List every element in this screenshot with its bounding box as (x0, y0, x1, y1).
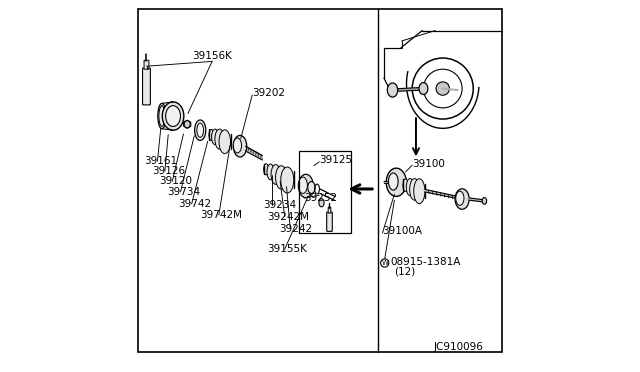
Text: 39242: 39242 (279, 224, 312, 234)
Text: 39120: 39120 (159, 176, 192, 186)
Ellipse shape (267, 164, 274, 180)
Text: W: W (381, 260, 388, 266)
Text: 39126: 39126 (152, 166, 186, 176)
Text: 39155K: 39155K (267, 244, 307, 254)
Ellipse shape (406, 179, 413, 196)
FancyBboxPatch shape (143, 68, 150, 105)
Ellipse shape (215, 129, 224, 149)
Ellipse shape (386, 168, 406, 196)
Ellipse shape (166, 106, 180, 126)
Ellipse shape (388, 173, 398, 190)
Ellipse shape (387, 83, 397, 97)
Text: 39161: 39161 (145, 156, 177, 166)
FancyBboxPatch shape (328, 207, 331, 213)
Text: 39234: 39234 (264, 201, 296, 210)
Text: 39742: 39742 (179, 199, 212, 209)
Ellipse shape (209, 129, 214, 141)
Ellipse shape (197, 123, 204, 137)
Text: 39100A: 39100A (383, 227, 422, 236)
Text: 39742M: 39742M (200, 210, 242, 220)
Ellipse shape (403, 179, 408, 192)
Text: 39156K: 39156K (192, 51, 232, 61)
Ellipse shape (308, 182, 315, 193)
Ellipse shape (163, 102, 184, 130)
Ellipse shape (281, 167, 294, 193)
Ellipse shape (195, 120, 206, 140)
Ellipse shape (319, 199, 324, 207)
Ellipse shape (158, 103, 166, 129)
Ellipse shape (413, 179, 425, 204)
Ellipse shape (234, 138, 241, 153)
Text: 39242M: 39242M (267, 212, 309, 221)
Circle shape (436, 82, 449, 95)
Ellipse shape (271, 164, 280, 185)
Ellipse shape (219, 130, 230, 154)
Text: 39125: 39125 (319, 155, 353, 165)
Ellipse shape (298, 177, 307, 193)
Ellipse shape (298, 174, 314, 198)
Ellipse shape (410, 179, 419, 200)
Ellipse shape (212, 129, 219, 145)
Bar (299, 151, 351, 232)
Text: 39100: 39100 (412, 159, 445, 169)
Ellipse shape (159, 106, 165, 126)
Text: JC910096: JC910096 (433, 342, 483, 352)
Ellipse shape (419, 83, 428, 94)
Ellipse shape (264, 164, 268, 175)
Ellipse shape (276, 166, 287, 189)
Ellipse shape (482, 198, 486, 204)
Text: 39252: 39252 (305, 193, 337, 203)
Ellipse shape (456, 191, 464, 205)
FancyBboxPatch shape (326, 212, 332, 231)
Text: 39734: 39734 (168, 187, 200, 197)
Text: 08915-1381A: 08915-1381A (390, 257, 460, 267)
Ellipse shape (234, 135, 246, 157)
Ellipse shape (455, 189, 469, 209)
Text: (12): (12) (394, 267, 415, 276)
Text: 39202: 39202 (252, 88, 285, 98)
FancyBboxPatch shape (144, 60, 149, 69)
